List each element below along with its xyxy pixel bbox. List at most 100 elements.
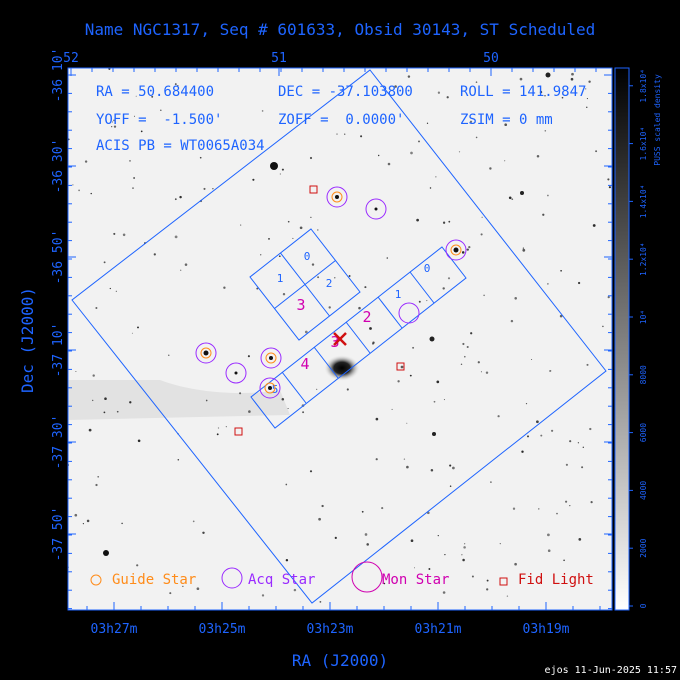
- field-star: [602, 325, 604, 328]
- field-star: [397, 380, 400, 383]
- field-star: [239, 392, 242, 395]
- field-star: [436, 380, 440, 384]
- field-star: [410, 151, 413, 155]
- field-star: [115, 290, 117, 292]
- field-star: [588, 80, 591, 83]
- colorbar-tick-label: 4000: [639, 481, 648, 500]
- y-tick-label: -37 50': [51, 507, 66, 562]
- field-star: [179, 195, 182, 199]
- field-star: [506, 595, 509, 597]
- field-star: [526, 435, 530, 438]
- field-star: [504, 123, 508, 127]
- field-star: [338, 85, 340, 87]
- field-star: [443, 399, 445, 401]
- field-star: [433, 400, 436, 403]
- field-star: [577, 281, 581, 285]
- field-star: [151, 95, 154, 98]
- field-star: [608, 186, 611, 189]
- field-star: [285, 483, 288, 486]
- field-star: [444, 553, 446, 556]
- field-star: [512, 507, 516, 510]
- field-star: [480, 233, 483, 236]
- field-star: [536, 420, 539, 424]
- field-star: [122, 233, 126, 237]
- info-dec: DEC = -37.103800: [278, 84, 413, 100]
- field-star: [490, 481, 492, 483]
- plot-frame: [67, 67, 613, 611]
- ccd-i0-label: 0: [304, 250, 311, 263]
- fid-lights: [234, 185, 405, 436]
- guide-stars: [200, 191, 462, 394]
- ccd-s3-label: 3: [330, 333, 339, 351]
- field-star: [504, 160, 506, 162]
- field-star: [426, 122, 429, 124]
- acis-s-array: [250, 246, 467, 429]
- field-star: [442, 591, 446, 594]
- field-star: [97, 475, 100, 478]
- ccd-i3-label: 3: [296, 296, 305, 314]
- field-star: [225, 426, 227, 428]
- field-star: [522, 248, 526, 252]
- field-star: [577, 442, 580, 444]
- acis-i-labels: 0 1 2 3: [277, 250, 333, 314]
- field-star: [121, 522, 123, 525]
- field-star: [317, 229, 319, 231]
- field-star: [569, 440, 572, 443]
- field-star: [133, 115, 136, 117]
- field-star: [113, 125, 117, 128]
- field-star: [464, 355, 466, 358]
- field-star: [378, 154, 380, 157]
- field-star: [75, 371, 77, 372]
- field-star: [559, 314, 563, 318]
- field-star: [111, 126, 113, 128]
- field-star: [318, 517, 321, 521]
- field-star: [129, 160, 131, 162]
- field-star: [477, 361, 480, 364]
- field-stars: [68, 68, 611, 603]
- colorbar-tick-label: 6000: [639, 423, 648, 442]
- x-tick-bottom-label: 03h25m: [199, 622, 246, 637]
- field-star: [589, 427, 592, 431]
- y-tick-label: -36 30': [51, 139, 66, 194]
- field-star: [174, 235, 178, 239]
- field-star: [407, 75, 411, 78]
- x-tick-labels-top: 52 51 50: [63, 51, 499, 66]
- field-star: [82, 523, 84, 525]
- y-axis-label: Dec (J2000): [18, 287, 37, 393]
- field-star: [585, 88, 587, 90]
- field-star: [217, 427, 220, 429]
- field-star: [578, 538, 582, 541]
- field-star: [590, 501, 593, 504]
- x-tick-bottom-label: 03h27m: [91, 622, 138, 637]
- footer-stamp: ejos 11-Jun-2025 11:57: [545, 665, 677, 676]
- field-star: [317, 276, 320, 279]
- field-star: [103, 261, 106, 264]
- field-star: [525, 403, 528, 405]
- legend-fid: Fid Light: [518, 572, 594, 588]
- acq-star-legend-icon: [221, 567, 243, 589]
- field-star: [586, 363, 589, 366]
- field-star: [364, 533, 368, 536]
- field-star: [460, 363, 463, 366]
- field-star: [287, 220, 290, 223]
- acis-i-array: [249, 228, 361, 341]
- field-star: [168, 354, 170, 356]
- field-star: [406, 465, 409, 469]
- y-tick-label: -36 10': [51, 48, 66, 103]
- field-star: [174, 83, 177, 86]
- field-star: [483, 294, 485, 297]
- field-star: [366, 543, 369, 546]
- field-star: [346, 388, 349, 391]
- field-star: [426, 300, 428, 302]
- field-star: [452, 466, 455, 470]
- field-star: [282, 292, 286, 296]
- field-star: [466, 345, 469, 349]
- field-star: [116, 410, 119, 413]
- info-zsim: ZSIM = 0 mm: [460, 112, 553, 128]
- legend-mon: Mon Star: [382, 572, 449, 588]
- field-star: [240, 224, 242, 226]
- ccd-s4-label: 4: [300, 355, 309, 373]
- field-star: [344, 133, 346, 135]
- galaxy-ngc1317: [324, 355, 360, 381]
- field-star: [542, 213, 545, 216]
